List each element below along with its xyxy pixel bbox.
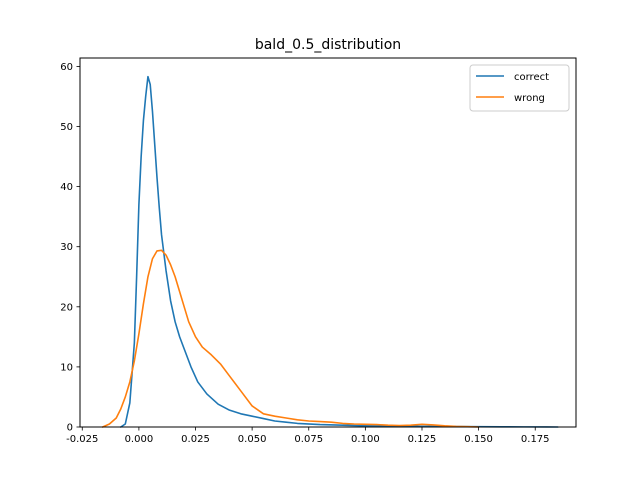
x-tick-label: 0.050 [238,434,267,445]
series-line-correct [119,75,559,428]
y-tick-label: 50 [60,122,73,133]
series-line-wrong [101,249,480,428]
y-tick-label: 40 [60,182,73,193]
x-tick-label: 0.150 [464,434,493,445]
y-tick-label: 60 [60,62,73,73]
y-tick-label: 0 [67,423,73,434]
x-tick-label: 0.125 [408,434,437,445]
x-tick-label: 0.100 [351,434,380,445]
chart-title: bald_0.5_distribution [255,37,401,53]
legend-label-correct: correct [514,72,549,83]
x-tick-label: 0.025 [181,434,210,445]
axes-frame [79,57,577,428]
y-tick-label: 20 [60,302,73,313]
y-tick-label: 30 [60,242,73,253]
x-axis: -0.025 0.000 0.025 0.050 0.075 0.100 0.125 0.15… [66,427,550,445]
legend: correct wrong [469,64,570,112]
series-lines [101,75,559,428]
x-tick-label: -0.025 [66,434,98,445]
legend-label-wrong: wrong [514,93,545,104]
x-tick-label: 0.075 [294,434,323,445]
x-tick-label: 0.000 [125,434,154,445]
y-tick-label: 10 [60,362,73,373]
x-tick-label: 0.175 [521,434,550,445]
plot-background [80,58,576,427]
y-axis: 0 10 20 30 40 50 60 [60,62,80,434]
